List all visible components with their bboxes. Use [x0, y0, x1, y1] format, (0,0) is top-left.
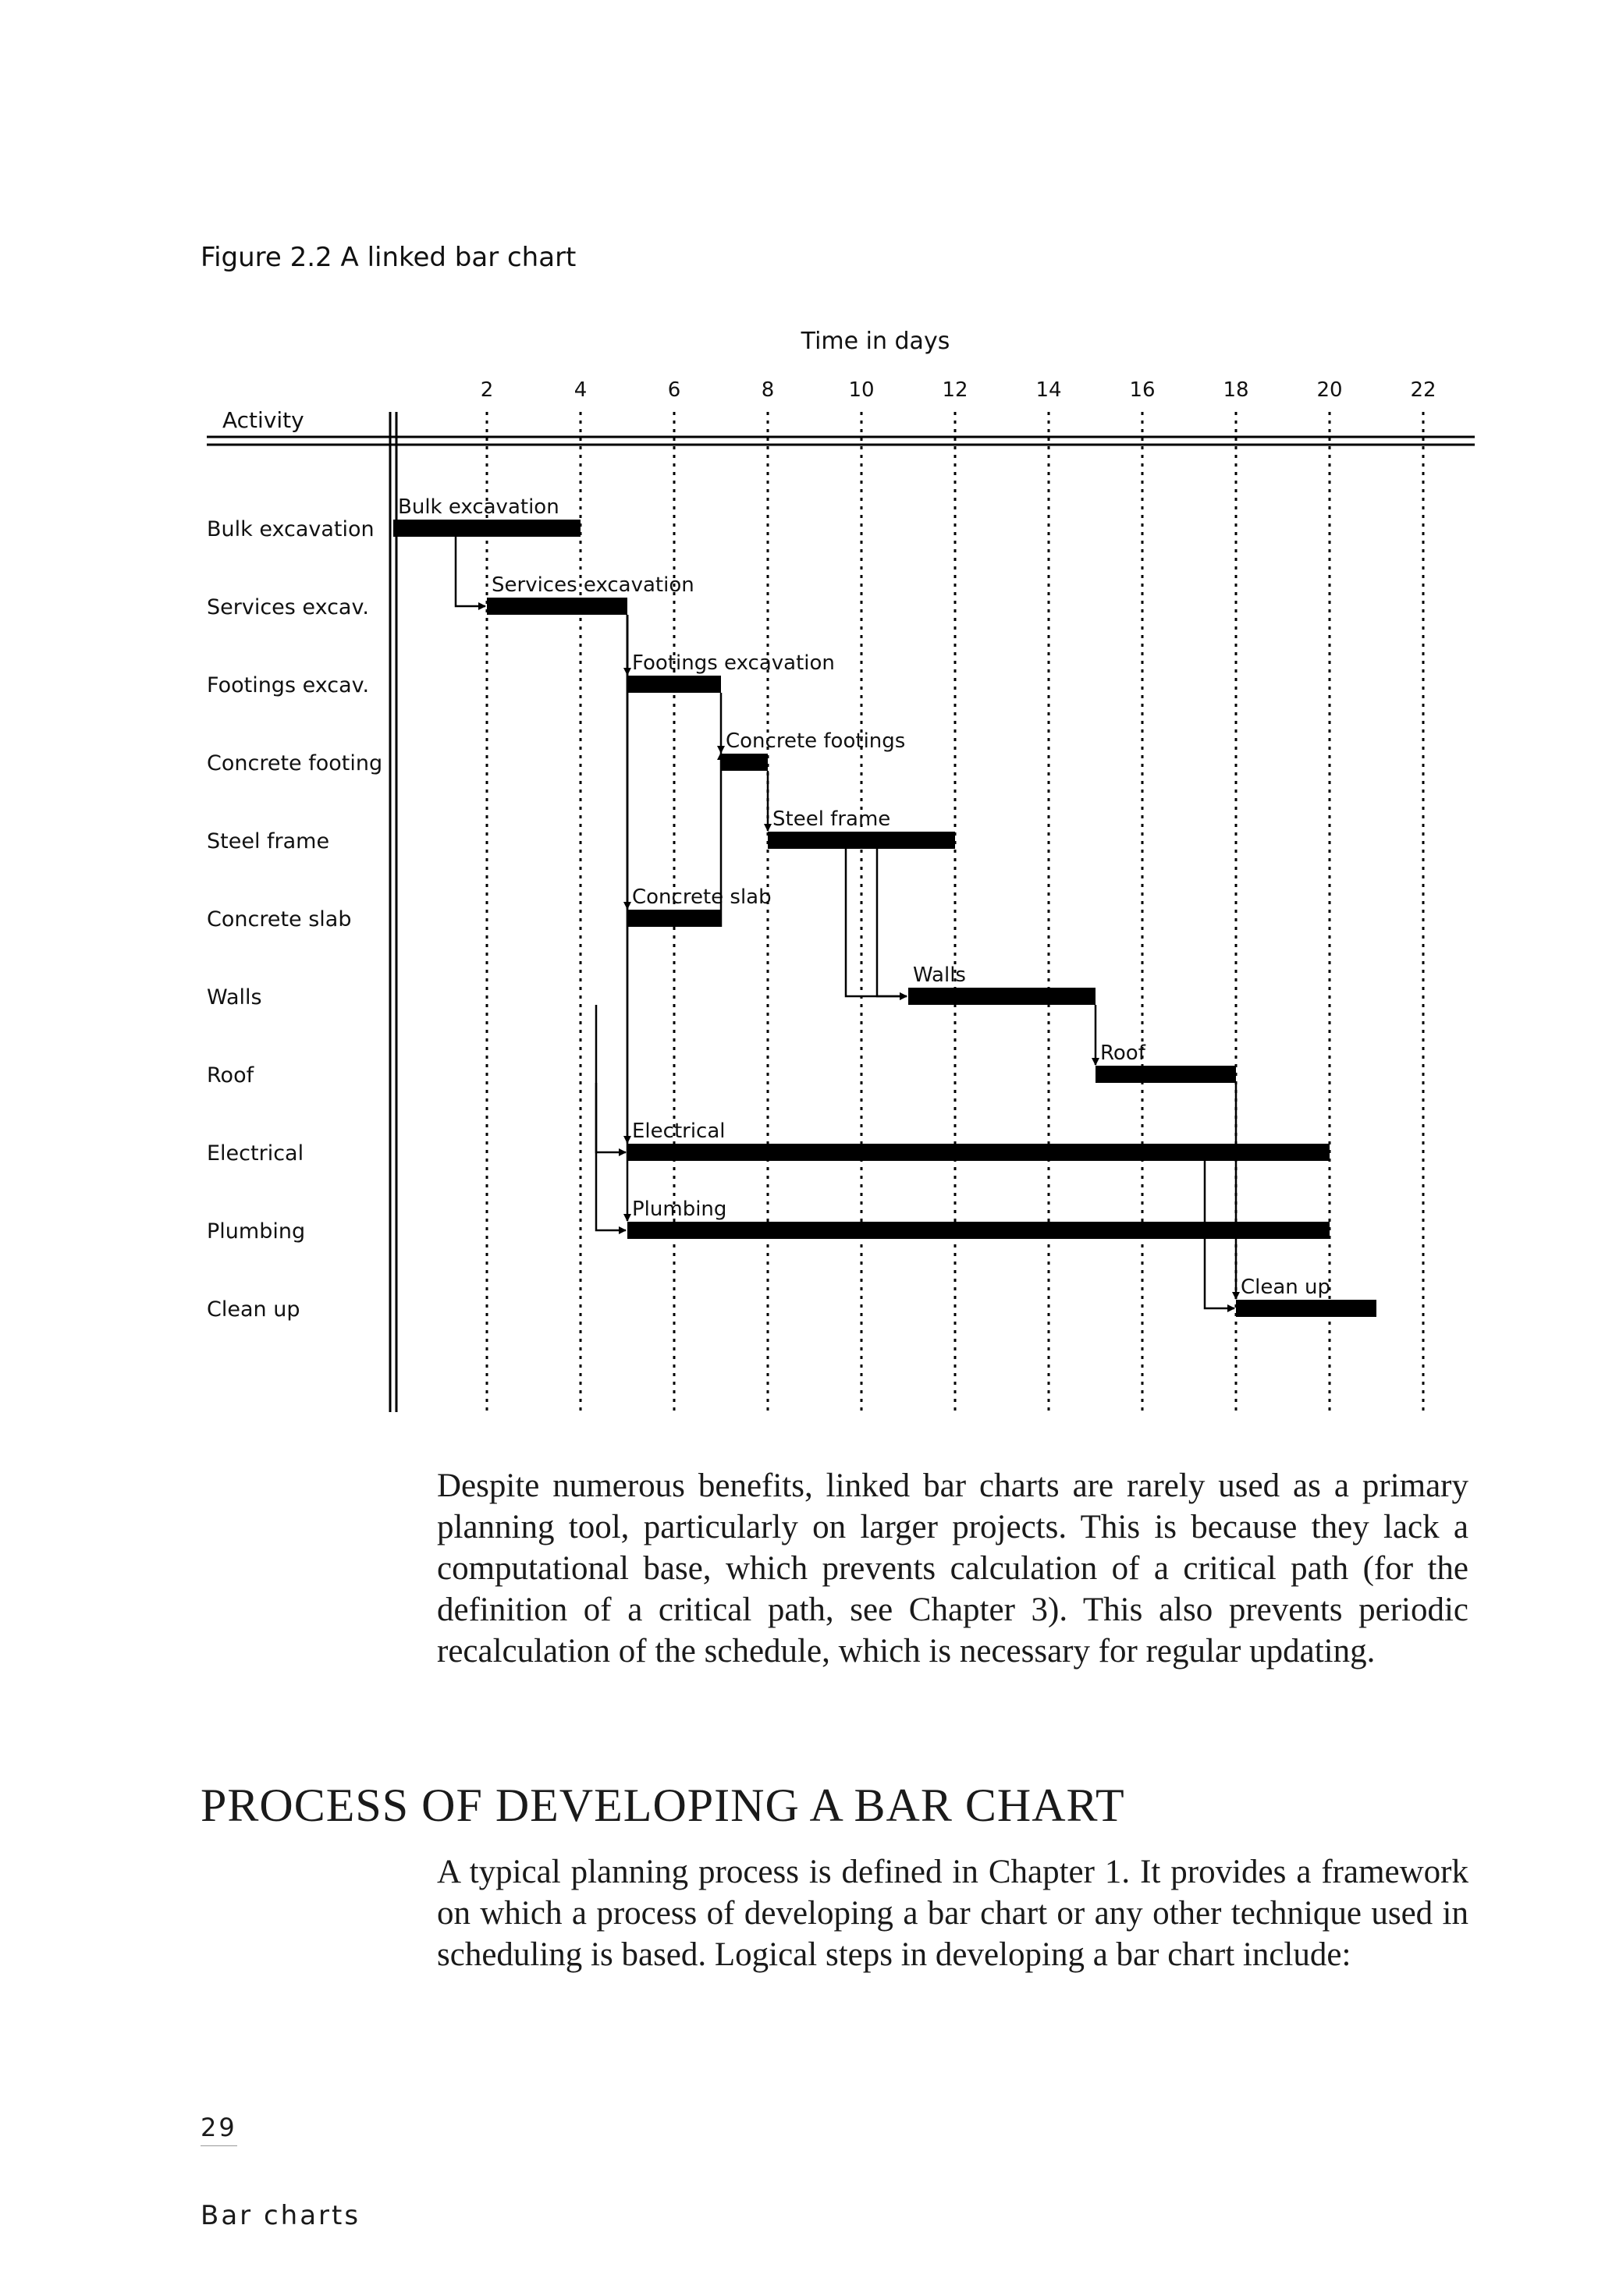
x-tick-label: 2	[481, 378, 494, 402]
x-tick-label: 16	[1129, 378, 1155, 402]
dependency-link	[454, 537, 486, 610]
activity-label: Services excav.	[207, 595, 369, 619]
activity-label: Bulk excavation	[207, 517, 375, 541]
task-bar-label: Steel frame	[772, 807, 890, 831]
task-bar-label: Bulk excavation	[398, 495, 559, 519]
task-bar	[908, 988, 1096, 1005]
section-heading: PROCESS OF DEVELOPING A BAR CHART	[201, 1780, 1125, 1831]
x-tick-label: 6	[668, 378, 681, 402]
x-tick-label: 18	[1223, 378, 1248, 402]
dependency-link	[1203, 1161, 1235, 1312]
activity-label: Roof	[207, 1063, 255, 1088]
x-tick-label: 14	[1035, 378, 1061, 402]
x-tick-label: 4	[574, 378, 588, 402]
x-axis-title: Time in days	[801, 328, 950, 355]
task-bar	[1096, 1066, 1236, 1083]
task-bar-label: Footings excavation	[632, 651, 835, 675]
task-bar-label: Concrete footings	[726, 729, 905, 753]
x-tick-label: 12	[942, 378, 968, 402]
activity-label: Electrical	[207, 1141, 304, 1166]
task-bar-label: Roof	[1100, 1042, 1146, 1065]
figure-caption: Figure 2.2 A linked bar chart	[201, 242, 577, 273]
activity-label: Plumbing	[207, 1219, 305, 1244]
running-title: Bar charts	[201, 2200, 361, 2231]
activity-label: Footings excav.	[207, 673, 369, 697]
page-number: 29	[201, 2113, 237, 2146]
activity-label: Steel frame	[207, 829, 329, 853]
linked-bar-chart: Time in days Activity 2 4 6 8 10 12 14 16 18 20 22 Bu…	[207, 328, 1475, 1412]
task-bar-label: Services excavation	[492, 573, 694, 597]
x-tick-label: 20	[1316, 378, 1342, 402]
task-bar	[1236, 1300, 1376, 1317]
task-bar-label: Walls	[913, 963, 966, 987]
task-bar	[721, 754, 768, 771]
dependency-link	[844, 849, 907, 1000]
task-bar	[487, 598, 627, 615]
task-bar	[627, 676, 721, 693]
task-bar	[627, 1222, 1330, 1239]
task-bar	[768, 832, 955, 849]
dependency-link	[595, 1005, 627, 1234]
task-bar-label: Electrical	[632, 1120, 726, 1143]
activity-label: Concrete footing	[207, 751, 382, 775]
body-paragraph-2: A typical planning process is defined in…	[437, 1854, 1468, 1973]
activity-column-header: Activity	[222, 407, 304, 433]
activity-label: Walls	[207, 985, 262, 1010]
x-tick-label: 22	[1410, 378, 1436, 402]
body-paragraph-1: Despite numerous benefits, linked bar ch…	[437, 1467, 1468, 1670]
dependency-link	[595, 1083, 627, 1156]
task-bar	[627, 1144, 1330, 1161]
x-tick-label: 10	[848, 378, 874, 402]
activity-label: Clean up	[207, 1297, 300, 1322]
dependency-link	[875, 849, 907, 1000]
task-bar-label: Concrete slab	[632, 885, 772, 909]
task-bar-label: Clean up	[1241, 1276, 1330, 1299]
activity-label: Concrete slab	[207, 907, 351, 932]
task-bar-label: Plumbing	[632, 1198, 726, 1221]
task-bar	[627, 910, 721, 927]
x-tick-label: 8	[762, 378, 775, 402]
task-bar	[393, 520, 581, 537]
